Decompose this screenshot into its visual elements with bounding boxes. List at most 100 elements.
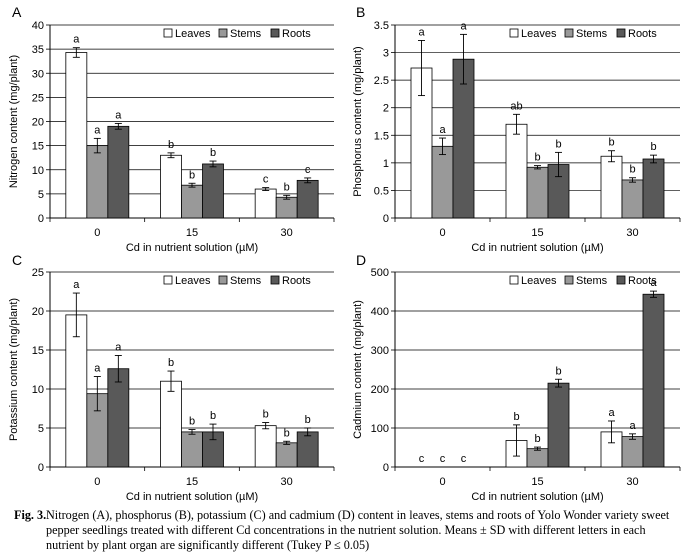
significance-letter: a	[650, 277, 657, 289]
chart-panel-c: C 0 5 10 15 20 25 0 a a a 15 b b b 30 b b b Potassium conte…	[8, 252, 335, 503]
x-tick-label: 0	[94, 476, 100, 488]
bar-stems	[181, 431, 203, 468]
y-tick-label: 10	[32, 384, 44, 396]
bar-leaves	[505, 123, 528, 219]
legend-swatch-stems	[218, 28, 228, 38]
y-tick-label: 2	[383, 103, 389, 115]
y-tick-label: 2.5	[374, 75, 389, 87]
bar-leaves	[160, 380, 182, 468]
bar-roots	[642, 158, 665, 219]
significance-letter: b	[263, 409, 269, 421]
bar-leaves	[254, 425, 277, 468]
legend-label: Stems	[230, 28, 262, 40]
x-tick-label: 0	[439, 476, 445, 488]
y-tick-label: 15	[32, 141, 44, 153]
significance-letter: b	[284, 427, 290, 439]
x-axis-label: Cd in nutrient solution (µM)	[126, 242, 258, 254]
significance-letter: b	[210, 147, 216, 159]
y-tick-label: 5	[38, 189, 44, 201]
y-tick-label: 0	[38, 213, 44, 225]
significance-letter: a	[115, 109, 122, 121]
chart-panel-a: A 0 5 10 15 20 25 30 35 40 0 a a a 15 b b b 30 c b c Nitrogen …	[8, 4, 335, 254]
y-tick-label: 25	[32, 92, 44, 104]
significance-letter: b	[305, 414, 311, 426]
y-tick-label: 20	[32, 117, 44, 129]
bar-stems	[621, 436, 644, 468]
y-axis-label: Nitrogen content (mg/plant)	[8, 55, 20, 188]
y-tick-label: 20	[32, 306, 44, 318]
legend-swatch-leaves	[163, 275, 173, 285]
y-tick-label: 400	[371, 306, 389, 318]
legend: Leaves Stems Roots	[509, 275, 657, 287]
legend-swatch-roots	[616, 28, 626, 38]
y-tick-label: 500	[371, 267, 389, 279]
legend-swatch-leaves	[509, 275, 519, 285]
figure-caption: Fig. 3. Nitrogen (A), phosphorus (B), po…	[14, 508, 680, 553]
x-tick-label: 30	[626, 227, 638, 239]
bar-roots	[202, 163, 224, 219]
y-tick-label: 40	[32, 20, 44, 32]
x-tick-label: 30	[281, 476, 293, 488]
significance-letter: a	[94, 363, 101, 375]
legend-swatch-stems	[564, 28, 574, 38]
caption-label: Fig. 3.	[14, 508, 47, 522]
legend-label: Leaves	[521, 275, 557, 287]
y-tick-label: 3.5	[374, 20, 389, 32]
significance-letter: b	[168, 139, 174, 151]
y-tick-label: 1	[383, 158, 389, 170]
x-tick-label: 0	[439, 227, 445, 239]
bar-stems	[526, 166, 549, 219]
bar-roots	[107, 125, 130, 219]
legend-swatch-leaves	[163, 28, 173, 38]
x-axis-label: Cd in nutrient solution (µM)	[471, 491, 603, 503]
legend-swatch-roots	[616, 275, 626, 285]
bar-stems	[86, 145, 109, 219]
significance-letter: b	[189, 416, 195, 428]
legend-label: Leaves	[175, 275, 211, 287]
significance-letter: a	[94, 124, 101, 136]
y-tick-label: 0	[383, 213, 389, 225]
legend: Leaves Stems Roots	[163, 275, 311, 287]
bar-stems	[275, 442, 298, 468]
legend-label: Leaves	[175, 28, 211, 40]
bar-leaves	[600, 155, 623, 219]
y-tick-label: 5	[38, 423, 44, 435]
bar-leaves	[65, 314, 88, 468]
y-axis-label: Potassium content (mg/plant)	[8, 298, 20, 441]
significance-letter: b	[629, 164, 635, 176]
legend-label: Roots	[628, 275, 657, 287]
bar-roots	[107, 368, 130, 468]
x-tick-label: 15	[186, 476, 198, 488]
y-tick-label: 1.5	[374, 130, 389, 142]
y-tick-label: 0.5	[374, 185, 389, 197]
legend-swatch-stems	[564, 275, 574, 285]
significance-letter: b	[284, 181, 290, 193]
y-tick-label: 30	[32, 68, 44, 80]
x-tick-label: 0	[94, 227, 100, 239]
y-tick-label: 0	[38, 462, 44, 474]
legend: Leaves Stems Roots	[509, 28, 657, 40]
bar-roots	[296, 431, 319, 468]
legend-label: Stems	[576, 28, 608, 40]
legend-swatch-stems	[218, 275, 228, 285]
significance-letter: a	[73, 279, 80, 291]
significance-letter: a	[460, 20, 467, 32]
legend-label: Stems	[230, 275, 262, 287]
y-tick-label: 15	[32, 345, 44, 357]
panel-label: D	[356, 252, 366, 268]
y-tick-label: 10	[32, 165, 44, 177]
significance-letter: a	[629, 420, 636, 432]
significance-letter: c	[305, 164, 311, 176]
significance-letter: c	[419, 453, 425, 465]
y-tick-label: 25	[32, 267, 44, 279]
bar-stems	[181, 184, 203, 219]
x-axis-label: Cd in nutrient solution (µM)	[471, 242, 603, 254]
legend-swatch-roots	[270, 275, 280, 285]
significance-letter: b	[513, 411, 519, 423]
x-tick-label: 15	[186, 227, 198, 239]
legend-swatch-leaves	[509, 28, 519, 38]
y-tick-label: 35	[32, 44, 44, 56]
significance-letter: b	[555, 365, 561, 377]
legend-label: Roots	[628, 28, 657, 40]
chart-panel-b: B 0 0.5 1 1.5 2 2.5 3 3.5 0 a a a 15 ab b b 30 b b b Phosphor…	[352, 4, 681, 254]
